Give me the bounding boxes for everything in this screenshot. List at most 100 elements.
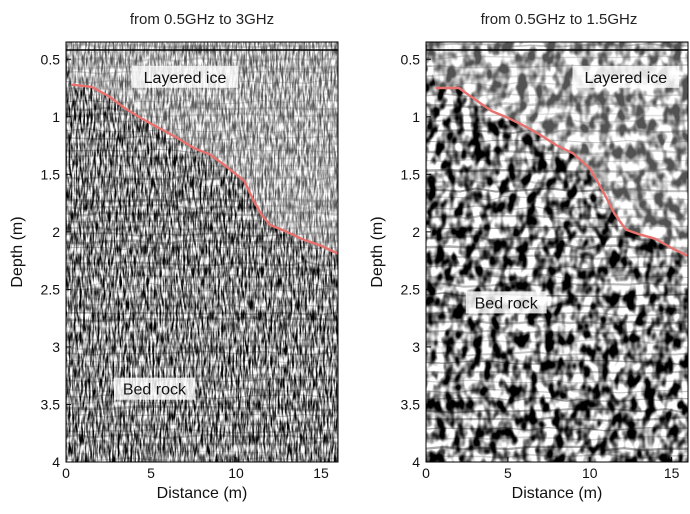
reflection-band	[426, 149, 688, 156]
reflection-band	[426, 214, 688, 221]
reflection-band	[66, 245, 338, 251]
reflection-band	[66, 260, 338, 267]
y-tick-label: 2.5	[41, 281, 61, 297]
reflection-band	[426, 102, 688, 109]
plot-frame	[65, 41, 339, 463]
reflection-band	[426, 281, 688, 288]
x-axis-label: Distance (m)	[512, 485, 603, 502]
reflection-band	[66, 43, 338, 49]
reflection-band	[426, 55, 688, 60]
reflection-band	[426, 195, 688, 201]
y-tick-label: 1	[412, 109, 420, 125]
x-tick-label: 15	[313, 465, 329, 481]
reflection-band	[66, 232, 338, 238]
reflection-band	[426, 42, 688, 48]
y-axis-label: Depth (m)	[9, 216, 26, 287]
plot-area: Layered ice Bed rock	[426, 42, 688, 462]
x-tick-label: 0	[62, 465, 70, 481]
x-tick-label: 5	[504, 465, 512, 481]
reflection-band	[426, 350, 688, 357]
reflection-band	[426, 111, 688, 117]
reflection-band	[426, 407, 688, 414]
reflection-band	[66, 197, 338, 203]
reflection-band	[66, 295, 338, 301]
reflection-band	[66, 141, 338, 148]
reflection-band	[66, 311, 338, 316]
reflection-band	[66, 266, 338, 272]
annotation-label: Layered ice	[584, 70, 667, 87]
reflection-band	[66, 450, 338, 455]
y-tick-label: 1	[52, 109, 60, 125]
reflection-band	[426, 187, 688, 193]
y-axis-label: Depth (m)	[369, 216, 386, 287]
x-tick-label: 10	[582, 465, 598, 481]
reflection-band	[66, 344, 338, 351]
plot-frame	[425, 41, 689, 463]
annotation-label: Layered ice	[144, 70, 227, 87]
reflection-band	[66, 182, 338, 188]
y-tick-label: 1.5	[41, 166, 61, 182]
reflection-band	[66, 303, 338, 309]
chart-title: from 0.5GHz to 1.5GHz	[481, 11, 638, 28]
reflection-band	[66, 120, 338, 125]
x-tick-label: 5	[147, 465, 155, 481]
reflection-band	[66, 112, 338, 119]
reflection-band	[66, 288, 338, 293]
reflection-band	[426, 235, 688, 242]
reflection-band	[426, 426, 688, 432]
x-tick-label: 15	[664, 465, 680, 481]
reflection-band	[66, 433, 338, 440]
reflection-band	[66, 91, 338, 98]
reflection-band	[426, 338, 688, 345]
y-tick-label: 3.5	[401, 396, 421, 412]
y-axis: 0.5 1 1.5 2 2.5 3 3.5 4	[41, 51, 71, 470]
reflection-band	[426, 167, 688, 174]
reflection-band	[426, 225, 688, 230]
reflection-band	[66, 154, 338, 160]
reflection-band	[66, 330, 338, 335]
reflection-band	[426, 178, 688, 185]
annotation-background	[131, 65, 239, 88]
reflection-band	[66, 210, 338, 217]
reflection-band	[66, 203, 338, 211]
reflection-band	[66, 337, 338, 343]
x-tick-label: 0	[422, 465, 430, 481]
reflection-band	[426, 416, 688, 422]
reflection-band	[66, 377, 338, 383]
reflection-band	[66, 439, 338, 447]
plot-area: Layered ice Bed rock	[66, 42, 338, 462]
y-tick-label: 2.5	[401, 281, 421, 297]
y-tick-label: 4	[412, 454, 420, 470]
radargram-panel-narrowband: Layered ice Bed rock from 0.5GHz to 1.5GHz…	[369, 11, 689, 502]
reflection-band	[66, 56, 338, 63]
reflection-band	[426, 370, 688, 375]
reflection-band	[66, 400, 338, 406]
reflection-band	[66, 456, 338, 462]
reflection-band	[66, 162, 338, 168]
reflection-band	[426, 273, 688, 279]
reflection-band	[426, 397, 688, 403]
reflection-band	[426, 453, 688, 459]
layered-ice-zone	[426, 42, 688, 256]
reflection-band	[426, 244, 688, 251]
chart-title: from 0.5GHz to 3GHz	[130, 11, 274, 28]
reflection-band	[426, 128, 688, 135]
radargram-panel-wideband: Layered ice Bed rock from 0.5GHz to 3GHz 0 5…	[9, 11, 339, 502]
ice-bedrock-interface-line	[70, 83, 338, 255]
reflection-band	[426, 435, 688, 441]
annotation-label: Bed rock	[475, 295, 539, 312]
radargram-image	[426, 42, 688, 462]
reflection-band	[426, 139, 688, 144]
reflection-band	[66, 225, 338, 231]
reflection-band	[66, 135, 338, 141]
ice-bedrock-interface-line	[435, 86, 688, 258]
y-tick-label: 4	[52, 454, 60, 470]
reflection-band	[66, 394, 338, 400]
reflection-band	[426, 445, 688, 452]
reflection-band	[66, 168, 338, 174]
reflection-band	[426, 158, 688, 163]
reflection-band	[66, 413, 338, 418]
x-axis: 0 5 10 15	[422, 457, 680, 481]
y-tick-label: 2	[412, 224, 420, 240]
